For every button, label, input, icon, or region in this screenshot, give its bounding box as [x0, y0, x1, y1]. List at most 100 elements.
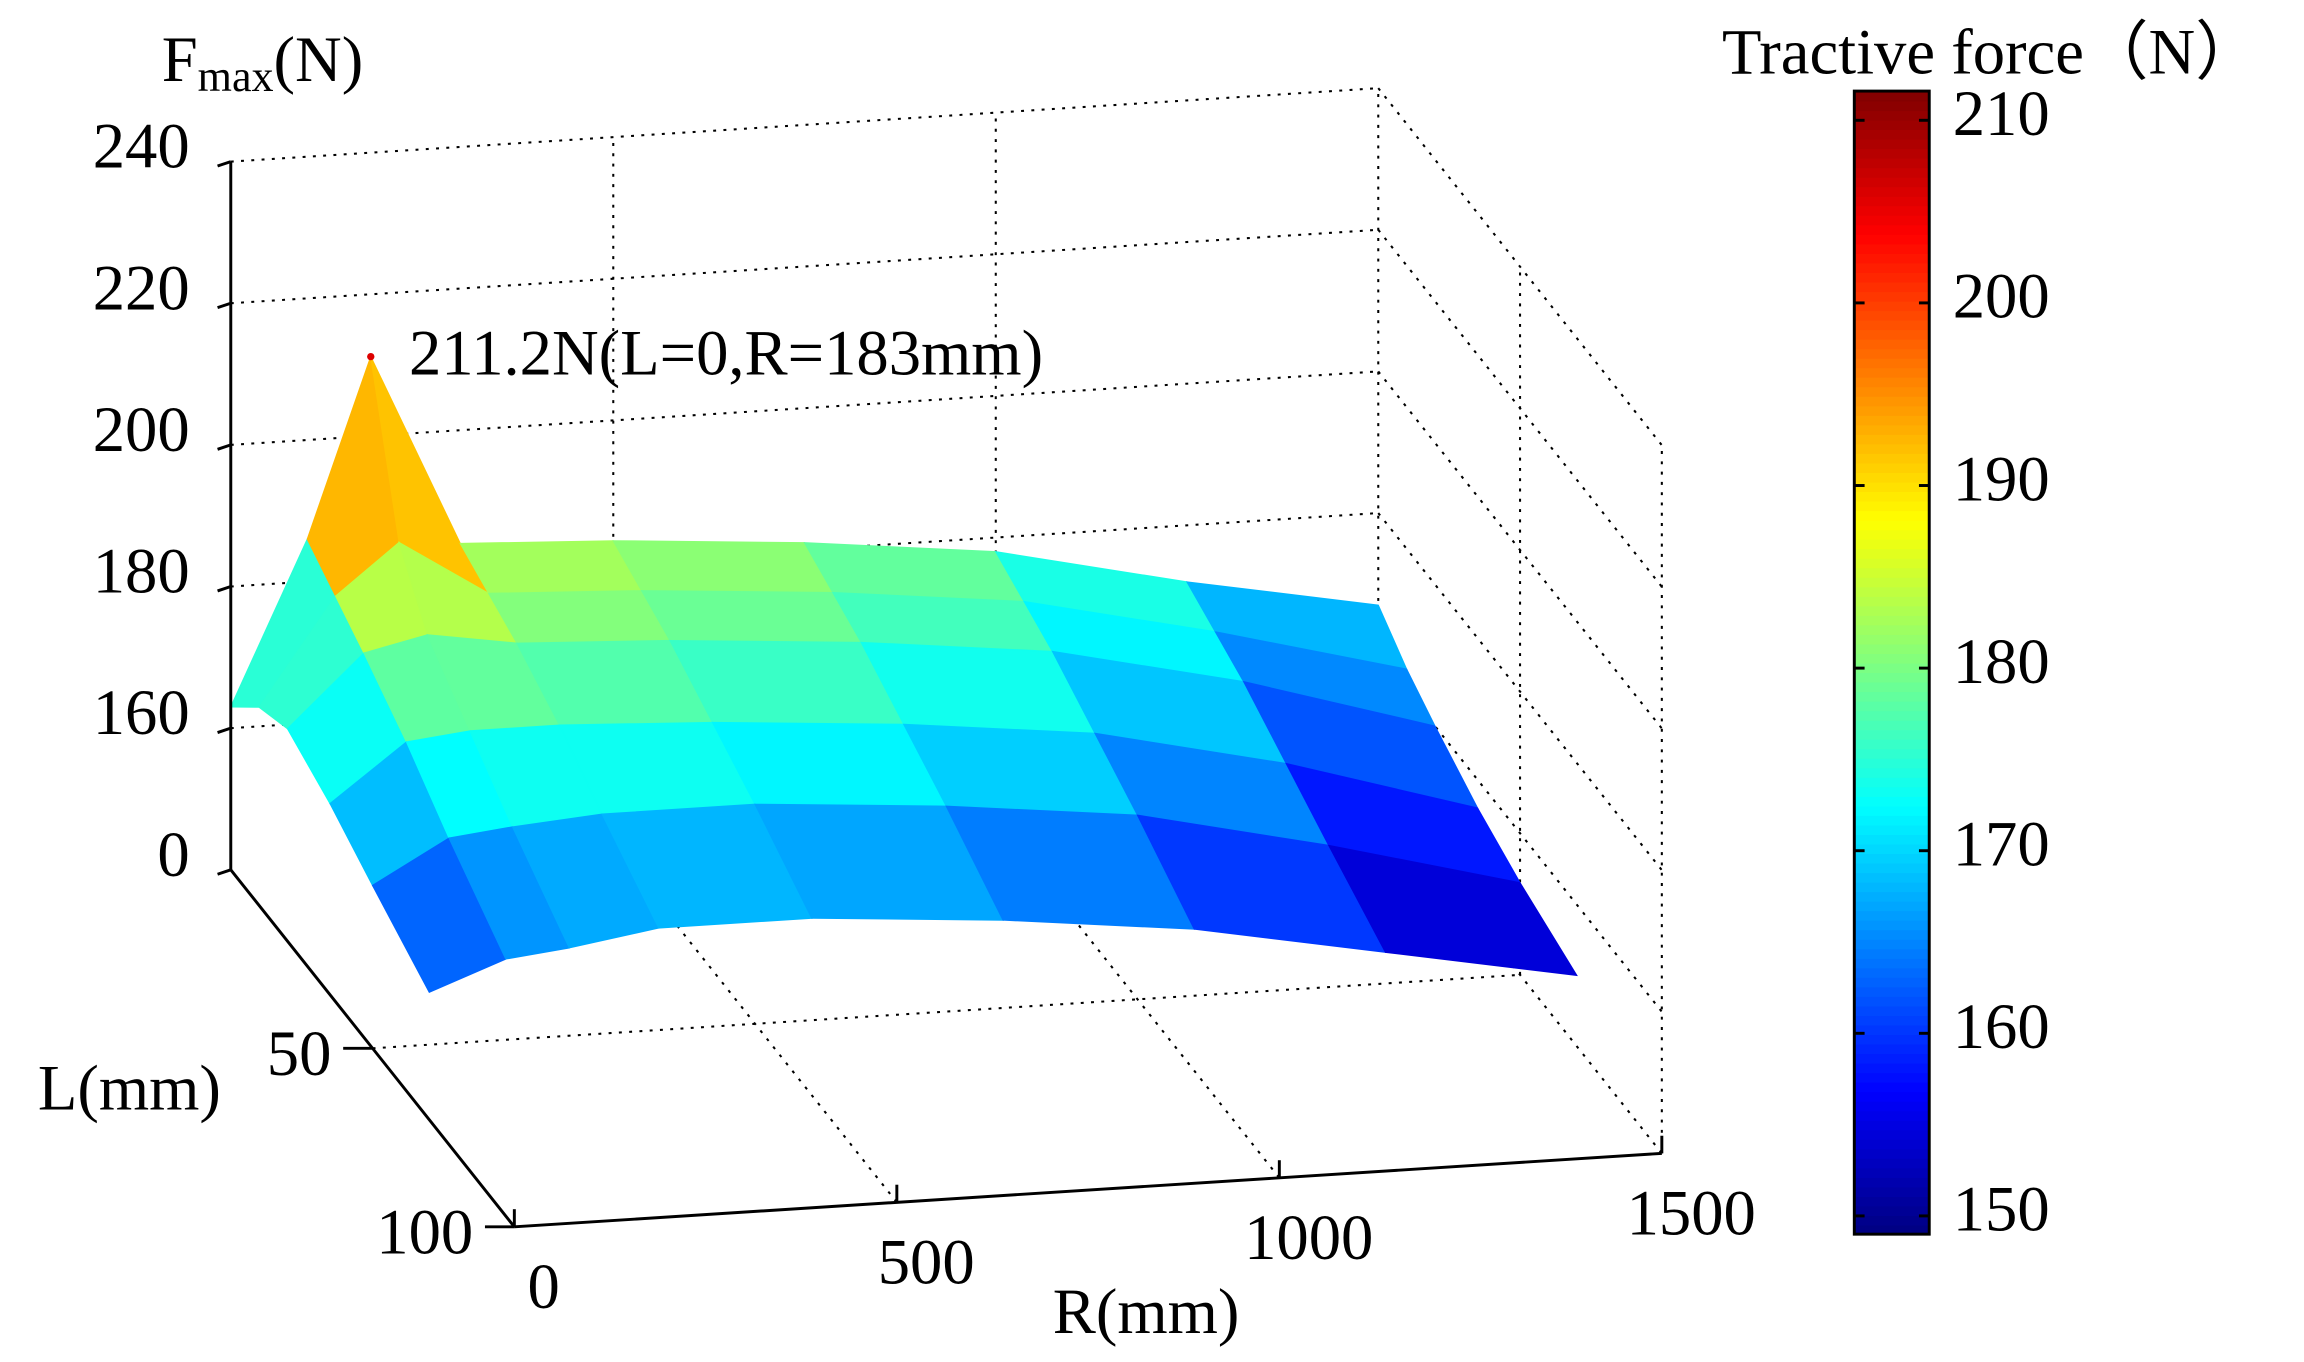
z-tick-label: 0	[157, 818, 189, 890]
colorbar-swatch	[1854, 576, 1930, 588]
grid-line	[1377, 370, 1663, 730]
colorbar-swatch	[1854, 453, 1930, 464]
colorbar-swatch	[1854, 1157, 1930, 1169]
colorbar-swatch	[1854, 595, 1930, 607]
grid-line	[1377, 654, 1663, 1013]
surface-patch	[640, 590, 863, 644]
colorbar-swatch	[1854, 1072, 1930, 1083]
colorbar-swatch	[1854, 119, 1930, 131]
x-tick-label: 1500	[1627, 1176, 1756, 1248]
colorbar-swatch	[1854, 986, 1930, 997]
colorbar-swatch	[1854, 129, 1930, 140]
colorbar-swatch	[1854, 1129, 1930, 1140]
colorbar-swatch	[1854, 1119, 1930, 1131]
z-label-main: F	[162, 23, 198, 95]
colorbar-swatch	[1854, 805, 1930, 816]
colorbar-swatch	[1854, 91, 1930, 102]
colorbar-swatch	[1854, 738, 1930, 750]
colorbar-swatch	[1854, 1196, 1930, 1207]
colorbar-swatch	[1854, 938, 1930, 950]
colorbar-swatch	[1854, 662, 1930, 674]
colorbar-swatch	[1854, 138, 1930, 150]
colorbar-swatch	[1854, 348, 1930, 359]
colorbar-swatch	[1854, 224, 1930, 235]
colorbar-swatch	[1854, 1177, 1930, 1188]
colorbar-swatch	[1854, 653, 1930, 664]
colorbar-swatch	[1854, 824, 1930, 835]
colorbar-swatch	[1854, 443, 1930, 454]
colorbar-swatch	[1854, 634, 1930, 645]
colorbar-swatch	[1854, 491, 1930, 502]
colorbar-swatch	[1854, 605, 1930, 616]
colorbar-swatch	[1854, 795, 1930, 807]
colorbar-swatch	[1854, 510, 1930, 521]
annotation: 211.2N(L=0,R=183mm)	[409, 316, 1043, 388]
z-label-unit: (N)	[274, 23, 364, 95]
colorbar-swatch	[1854, 300, 1930, 312]
colorbar-swatch	[1854, 548, 1930, 559]
colorbar-swatch	[1854, 1100, 1930, 1112]
colorbar-swatch	[1854, 1148, 1930, 1159]
colorbar-swatch	[1854, 643, 1930, 654]
z-tick	[217, 301, 232, 310]
x-axis	[514, 1151, 1662, 1229]
colorbar-swatch	[1854, 672, 1930, 683]
colorbar-swatch	[1854, 262, 1930, 273]
y-axis-label: L(mm)	[38, 1051, 221, 1123]
z-tick	[217, 585, 232, 593]
colorbar-swatch	[1854, 529, 1930, 540]
colorbar-swatch	[1854, 395, 1930, 407]
grid-line	[230, 512, 1379, 588]
colorbar-swatch	[1854, 872, 1930, 883]
colorbar-swatch	[1854, 567, 1930, 578]
colorbar-swatch	[1854, 519, 1930, 531]
colorbar-swatch	[1854, 815, 1930, 826]
colorbar-swatch	[1854, 176, 1930, 188]
colorbar-swatch	[1854, 367, 1930, 378]
z-tick-label: 160	[93, 676, 190, 748]
colorbar-swatch	[1854, 996, 1930, 1007]
colorbar-swatch	[1854, 148, 1930, 159]
colorbar-swatch	[1854, 881, 1930, 893]
colorbar-swatch	[1854, 291, 1930, 302]
colorbar-swatch	[1854, 776, 1930, 788]
colorbar-swatch	[1854, 1110, 1930, 1121]
colorbar-frame	[1852, 89, 1931, 1236]
surface-patch	[612, 540, 834, 594]
surface-patch	[487, 590, 671, 644]
colorbar-swatch	[1854, 1043, 1930, 1055]
colorbar-swatch	[1854, 1062, 1930, 1074]
colorbar-swatch	[1854, 929, 1930, 940]
colorbar-swatch	[1854, 1205, 1930, 1217]
colorbar-swatch	[1854, 1053, 1930, 1064]
colorbar-swatch	[1854, 481, 1930, 493]
colorbar-swatch	[1854, 319, 1930, 331]
z-tick	[217, 160, 232, 168]
colorbar-tick-label: 160	[1953, 990, 2050, 1062]
grid-line	[372, 973, 1521, 1050]
colorbar-swatch	[1854, 110, 1930, 121]
colorbar-swatch	[1854, 253, 1930, 264]
z-tick-label: 180	[93, 535, 190, 607]
z-tick	[217, 868, 232, 876]
colorbar-swatch	[1854, 414, 1930, 426]
colorbar-swatch	[1854, 624, 1930, 635]
colorbar-swatch	[1854, 910, 1930, 921]
colorbar-swatch	[1854, 748, 1930, 759]
surface-patch	[1327, 844, 1578, 977]
colorbar-swatch	[1854, 167, 1930, 178]
grid-line	[1377, 512, 1663, 871]
colorbar-swatch	[1854, 186, 1930, 197]
colorbar-swatch	[1854, 843, 1930, 855]
colorbar-swatch	[1854, 729, 1930, 740]
colorbar-swatch	[1854, 834, 1930, 845]
colorbar-swatch	[1854, 233, 1930, 245]
surface-patch	[459, 540, 643, 594]
colorbar-swatch	[1854, 357, 1930, 369]
colorbar-swatch	[1854, 1167, 1930, 1178]
colorbar-swatch	[1854, 957, 1930, 969]
colorbar-swatch	[1854, 700, 1930, 712]
z-axis-label: Fmax(N)	[162, 23, 364, 101]
colorbar-swatch	[1854, 243, 1930, 254]
colorbar-swatch	[1854, 1186, 1930, 1197]
